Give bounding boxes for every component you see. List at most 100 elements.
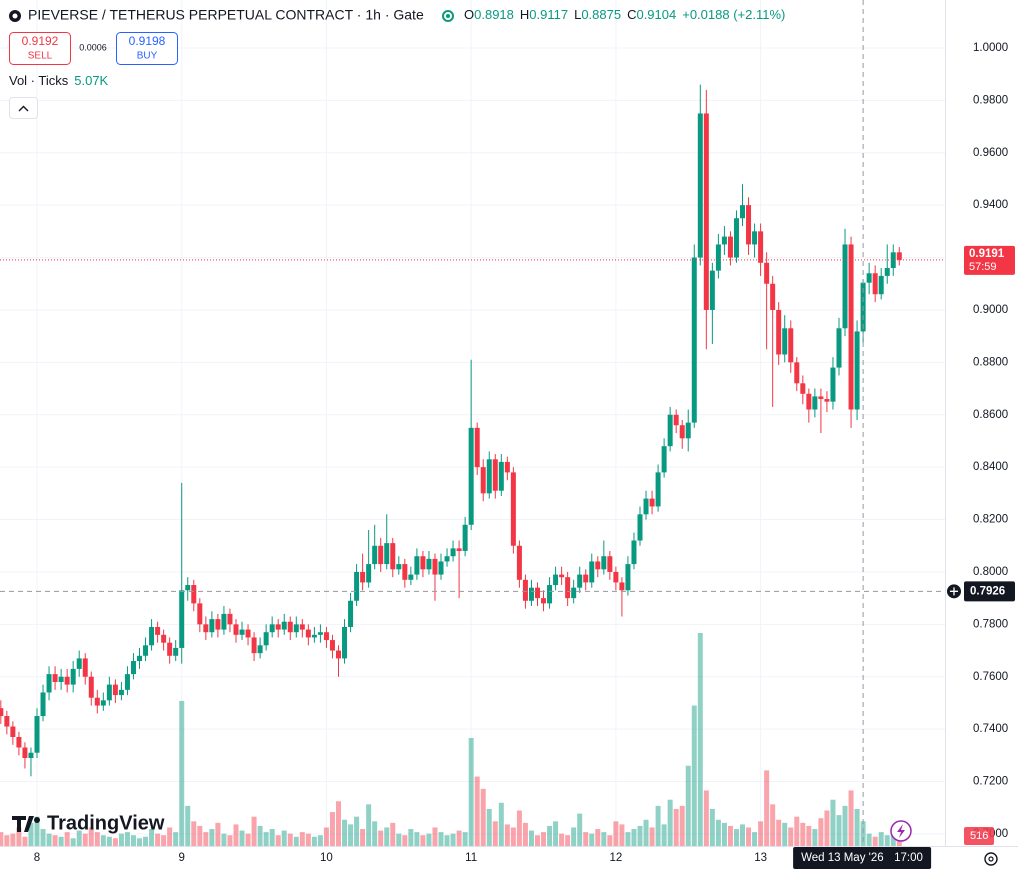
volume-bar [679,805,685,846]
volume-pane [0,633,902,846]
y-tick-label: 0.9800 [973,94,1008,106]
volume-bar [185,805,191,846]
collapse-button[interactable] [9,97,38,119]
y-tick-label: 0.7800 [973,618,1008,630]
settings-icon-center [988,856,994,862]
volume-bar [390,822,396,846]
candle-body [528,587,534,601]
volume-bar [299,832,305,846]
candle-body [354,571,360,601]
candle-body [565,577,571,599]
volume-bar [76,830,82,846]
volume-bar [504,824,510,846]
candle-body [82,658,88,677]
volume-bar [667,799,673,846]
candle-body [595,561,601,570]
volume-bar [559,833,565,846]
volume-bar [553,821,559,846]
candle-body [848,244,854,410]
volume-bar [215,822,221,846]
candle-body [329,640,335,651]
candle-body [106,684,112,701]
volume-bar [281,830,287,846]
candle-body [143,645,149,656]
candle-body [22,747,28,758]
x-tick-label: 11 [465,852,477,864]
candle-body [155,626,161,635]
candle-body [58,676,64,682]
candle-body [661,446,667,473]
candle-body [890,252,896,269]
candle-body [10,726,16,738]
candle-body [40,692,46,717]
candle-body [504,461,510,473]
volume-bar [34,816,40,846]
volume-bar [583,832,589,846]
volume-bar [534,835,540,846]
volume-bar [619,824,625,846]
candle-body [492,459,498,491]
volume-bar [342,819,348,846]
y-tick-label: 0.7200 [973,776,1008,788]
sell-button[interactable] [9,32,71,65]
y-tick-label: 0.9000 [973,304,1008,316]
settings-icon[interactable] [984,852,998,866]
volume-bar [426,833,432,846]
candle-body [257,645,263,654]
y-tick-label: 0.8400 [973,461,1008,473]
volume-bar [112,838,118,846]
candle-body [541,598,547,604]
candle-body [360,571,366,583]
candle-body [498,461,504,491]
volume-bar [197,825,203,846]
candle-body [607,556,613,572]
countdown-label: 57:59 [969,261,997,273]
volume-bar [22,836,28,846]
volume-bar [305,833,311,846]
volume-bar [776,819,782,846]
volume-bar [860,821,866,846]
volume-bar [414,832,420,846]
watermark: TradingView [47,812,165,834]
x-tick-label: 9 [179,852,185,864]
candle-body [179,590,185,648]
buy-price: 0.9198 [129,34,166,48]
candle-body [619,582,625,591]
volume-bar [685,765,691,846]
volume-bar [130,835,136,846]
candle-body [161,634,167,643]
candle-body [866,273,872,283]
volume-bar [329,812,335,846]
candle-body [836,328,842,368]
volume-bar [372,821,378,846]
candle-body [438,561,444,575]
candle-body [643,498,649,515]
volume-bar [124,832,130,846]
candle-body [462,524,468,551]
candle-body [245,629,251,638]
candle-body [727,236,733,258]
volume-bar [360,829,366,846]
volume-bar [643,819,649,846]
volume-bar [173,832,179,846]
y-tick-label: 0.8200 [973,514,1008,526]
candle-body [420,556,426,570]
candle-body [203,624,209,633]
volume-bar [721,822,727,846]
candle-body [806,393,812,410]
candle-body [118,689,124,696]
volume-bar [167,827,173,846]
x-tick-label: 13 [754,852,767,864]
volume-bar [94,832,100,846]
candle-body [474,427,480,468]
volume-last-box [964,827,994,845]
candle-body [299,624,305,630]
symbol-title[interactable]: PIEVERSE / TETHERUS PERPETUAL CONTRACT ·… [28,7,424,23]
volume-bar [269,829,275,846]
candle-body [547,585,553,604]
buy-button[interactable] [116,32,178,65]
y-tick-label: 0.7600 [973,671,1008,683]
candle-body [854,331,860,410]
